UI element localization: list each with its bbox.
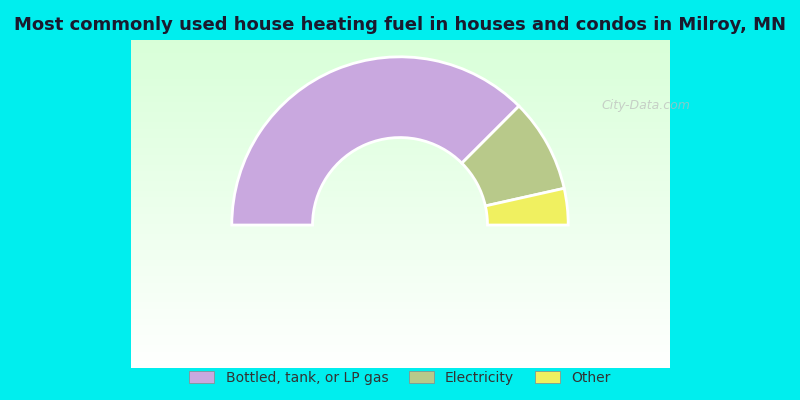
Text: Most commonly used house heating fuel in houses and condos in Milroy, MN: Most commonly used house heating fuel in… xyxy=(14,16,786,34)
Wedge shape xyxy=(232,57,519,225)
Text: City-Data.com: City-Data.com xyxy=(602,99,690,112)
Wedge shape xyxy=(486,188,568,225)
Legend: Bottled, tank, or LP gas, Electricity, Other: Bottled, tank, or LP gas, Electricity, O… xyxy=(186,367,614,389)
Wedge shape xyxy=(462,106,564,206)
